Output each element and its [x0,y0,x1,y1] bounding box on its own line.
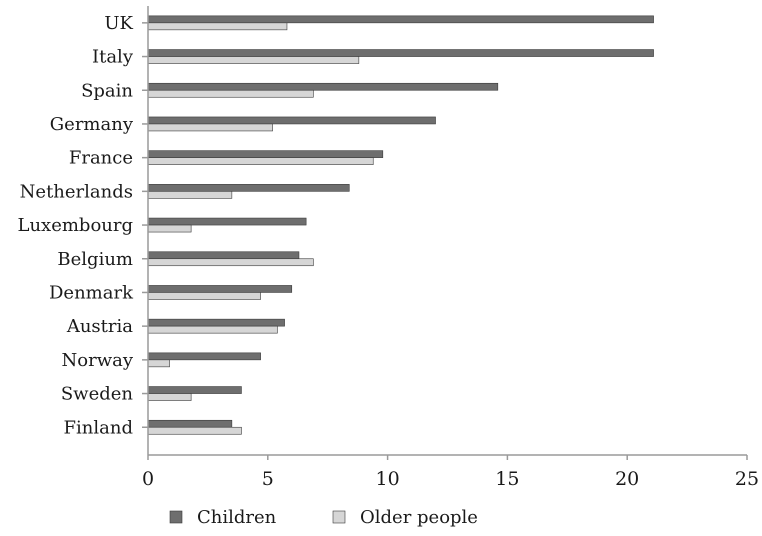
legend-swatch-children [169,510,183,524]
x-tick-label: 5 [262,468,274,490]
x-axis: 0 5 10 15 20 25 [142,454,759,490]
legend-label: Older people [360,507,478,528]
bar-children [147,184,350,192]
x-tick-label: 25 [735,468,759,490]
bar-children [147,352,261,361]
bar-children [147,49,654,57]
bar-older-people [147,56,360,64]
legend-label: Children [197,507,277,528]
category-label: Sweden [61,384,134,405]
category-label: Finland [64,417,133,438]
bar-children [147,150,384,158]
x-tick-label: 15 [495,468,519,490]
bar-older-people [147,393,192,401]
y-axis: UK Italy Spain Germany France Netherlands Luxe… [18,6,149,455]
category-label: Luxembourg [18,215,134,236]
bars-layer [147,15,654,435]
x-tick-label: 20 [615,468,639,490]
bar-older-people [147,123,273,132]
bar-children [147,419,233,428]
bar-children [147,251,300,260]
bar-children [147,318,285,327]
bar-older-people [147,224,192,233]
bar-children [147,15,654,24]
category-label: Spain [81,80,133,101]
bar-older-people [147,89,314,98]
x-tick-label: 0 [142,468,154,490]
bar-children [147,386,242,394]
x-tick-label: 10 [376,468,400,490]
category-label: Netherlands [20,181,133,202]
category-label: Norway [62,350,134,371]
bar-children [147,82,499,91]
category-label: Denmark [49,282,134,303]
bar-older-people [147,359,170,368]
bar-children [147,116,436,125]
bar-older-people [147,191,233,199]
bar-older-people [147,22,288,31]
category-label: UK [104,13,133,34]
legend-swatch-older-people [332,510,346,524]
bar-children [147,285,293,293]
bar-older-people [147,292,261,300]
bar-children [147,217,307,226]
category-label: Germany [50,114,134,135]
bar-older-people [147,426,242,435]
category-label: Italy [92,47,134,68]
category-label: Belgium [57,249,133,270]
category-label: Austria [66,316,133,337]
bar-older-people [147,157,374,165]
category-label: France [69,148,133,169]
bar-older-people [147,258,314,267]
legend: Children Older people [169,507,478,528]
bar-older-people [147,325,278,334]
